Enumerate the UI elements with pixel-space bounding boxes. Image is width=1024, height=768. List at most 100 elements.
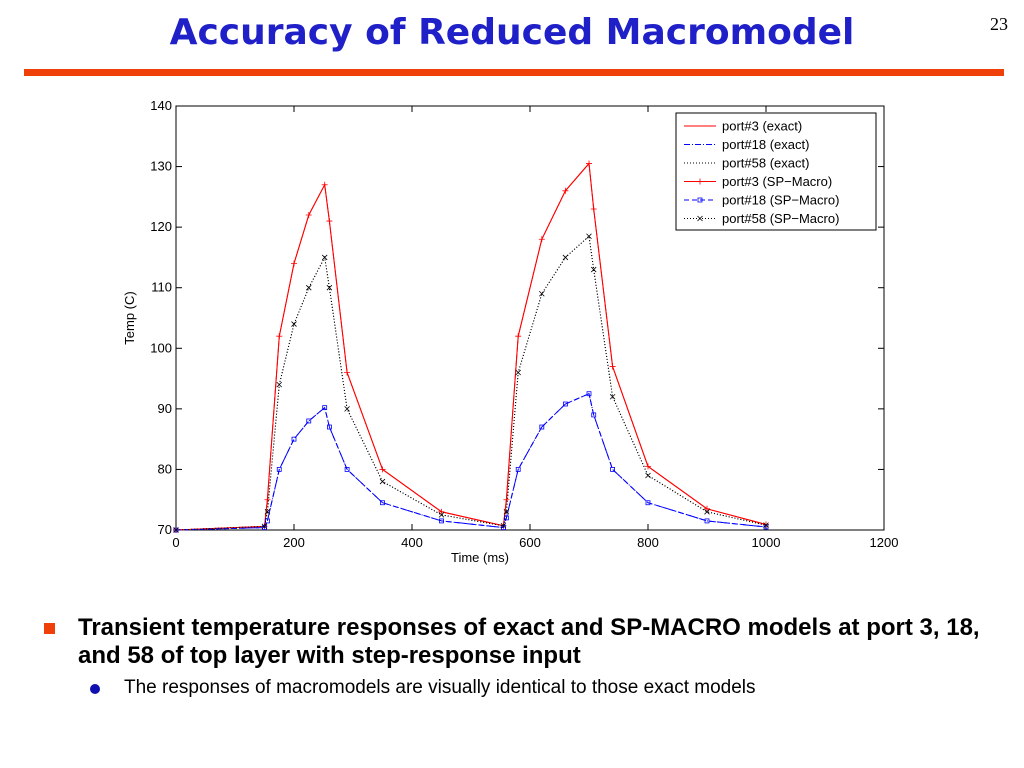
legend-item: port#58 (SP−Macro) — [684, 211, 839, 226]
data-point — [697, 197, 703, 203]
data-point — [562, 401, 568, 407]
bullet-sub: The responses of macromodels are visuall… — [40, 676, 1000, 700]
data-point — [704, 505, 710, 512]
legend-item: port#58 (exact) — [684, 156, 809, 171]
data-point — [305, 284, 312, 291]
data-point — [438, 508, 445, 515]
data-point — [500, 522, 507, 529]
series-line — [175, 235, 767, 531]
legend-label: port#58 (SP−Macro) — [722, 211, 839, 226]
x-tick-label: 800 — [637, 535, 659, 550]
data-point — [586, 160, 592, 167]
data-point — [264, 496, 271, 503]
data-point — [276, 467, 282, 472]
x-tick-label: 0 — [172, 535, 179, 550]
data-point — [515, 369, 521, 376]
data-point — [291, 436, 297, 442]
legend-item: port#3 (SP−Macro) — [684, 174, 832, 189]
x-tick-label: 1200 — [870, 535, 899, 550]
data-point — [539, 424, 545, 430]
x-tick-label: 1000 — [752, 535, 781, 550]
data-point — [763, 522, 769, 528]
data-point — [704, 518, 710, 524]
data-point — [344, 369, 351, 376]
series-2 — [175, 235, 767, 531]
data-point — [503, 509, 510, 515]
data-point — [321, 254, 328, 261]
series-3 — [173, 160, 769, 533]
data-point — [261, 523, 268, 530]
data-point — [645, 472, 651, 479]
legend-item: port#18 (exact) — [684, 137, 809, 152]
data-point — [379, 478, 386, 485]
data-point — [326, 424, 332, 430]
series-4 — [173, 391, 769, 533]
legend-item: port#18 (SP−Macro) — [684, 193, 839, 208]
legend-label: port#3 (SP−Macro) — [722, 174, 832, 189]
y-tick-label: 70 — [158, 522, 172, 537]
slide-title: Accuracy of Reduced Macromodel — [169, 12, 855, 53]
square-bullet-icon — [44, 623, 55, 634]
data-point — [276, 333, 283, 340]
series-line — [175, 392, 767, 531]
data-point — [173, 527, 179, 533]
x-tick-label: 200 — [283, 535, 305, 550]
legend-label: port#3 (exact) — [722, 119, 802, 134]
data-point — [380, 500, 385, 506]
page-number: 23 — [990, 14, 1008, 34]
series-line — [175, 235, 767, 531]
series-1 — [175, 392, 767, 531]
legend: port#3 (exact) port#18 (exact) port#58 (ex… — [675, 112, 877, 231]
data-point — [586, 233, 592, 240]
dot-bullet-icon — [90, 684, 100, 694]
series-line — [175, 162, 767, 531]
data-point — [591, 412, 597, 418]
data-point — [305, 212, 312, 219]
data-point — [326, 218, 333, 225]
data-point — [264, 509, 271, 515]
bullet-list: Transient temperature responses of exact… — [40, 614, 1000, 700]
data-point — [515, 467, 521, 472]
data-point — [379, 466, 386, 473]
data-point — [439, 518, 444, 524]
series-5 — [173, 233, 769, 533]
data-point — [590, 205, 597, 212]
data-point — [538, 236, 545, 243]
y-tick-label: 80 — [158, 461, 172, 476]
title-underline — [24, 69, 1004, 76]
data-point — [609, 393, 616, 400]
data-point — [590, 266, 597, 273]
data-point — [503, 515, 509, 521]
data-point — [438, 512, 445, 518]
series-line — [175, 392, 767, 531]
data-point — [515, 333, 522, 340]
bullet-main-text: Transient temperature responses of exact… — [78, 614, 980, 669]
data-point — [291, 321, 297, 327]
data-point — [645, 463, 651, 470]
data-point — [262, 525, 267, 530]
data-point — [276, 381, 283, 388]
legend-item: port#3 (exact) — [684, 119, 802, 134]
y-tick-label: 100 — [150, 340, 172, 355]
y-tick-label: 130 — [150, 159, 172, 174]
legend-label: port#18 (SP−Macro) — [722, 193, 839, 208]
bullet-sub-text: The responses of macromodels are visuall… — [124, 677, 756, 698]
data-point — [173, 527, 179, 533]
data-point — [562, 187, 569, 194]
data-point — [645, 500, 651, 506]
bullet-main: Transient temperature responses of exact… — [40, 614, 1000, 670]
data-point — [697, 215, 703, 222]
y-tick-label: 120 — [150, 219, 172, 234]
data-point — [344, 467, 350, 472]
data-point — [265, 518, 270, 524]
data-point — [562, 254, 569, 261]
data-point — [610, 467, 616, 472]
y-tick-label: 140 — [150, 98, 172, 113]
data-point — [306, 418, 312, 424]
data-point — [321, 181, 328, 188]
data-point — [704, 509, 710, 515]
x-tick-label: 600 — [519, 535, 541, 550]
plot-area: 0 200 400 600 800 1000 1200 70 80 90 100 110 120 130 1… — [150, 98, 898, 550]
x-axis-label: Time (ms) — [451, 550, 509, 565]
legend-label: port#18 (exact) — [722, 137, 809, 152]
